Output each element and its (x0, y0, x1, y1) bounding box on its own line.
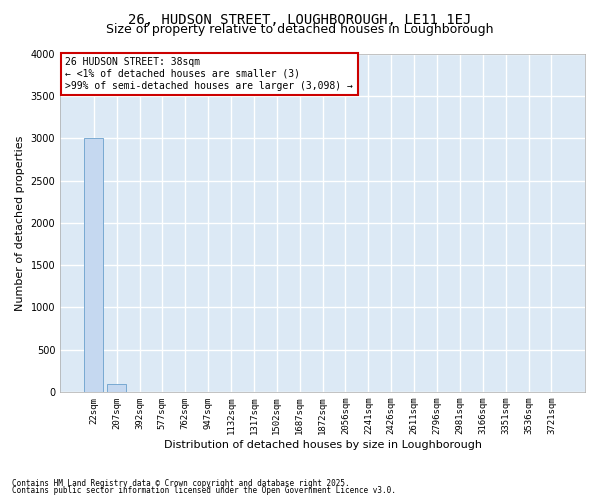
Text: 26 HUDSON STREET: 38sqm
← <1% of detached houses are smaller (3)
>99% of semi-de: 26 HUDSON STREET: 38sqm ← <1% of detache… (65, 58, 353, 90)
Bar (84, 138, 103, 392)
Text: Contains public sector information licensed under the Open Government Licence v3: Contains public sector information licen… (12, 486, 396, 495)
X-axis label: Distribution of detached houses by size in Loughborough: Distribution of detached houses by size … (164, 440, 482, 450)
Y-axis label: Number of detached properties: Number of detached properties (15, 136, 25, 310)
Text: Contains HM Land Registry data © Crown copyright and database right 2025.: Contains HM Land Registry data © Crown c… (12, 478, 350, 488)
Text: 26, HUDSON STREET, LOUGHBOROUGH, LE11 1EJ: 26, HUDSON STREET, LOUGHBOROUGH, LE11 1E… (128, 12, 472, 26)
Bar (107, 384, 127, 392)
Text: Size of property relative to detached houses in Loughborough: Size of property relative to detached ho… (106, 22, 494, 36)
